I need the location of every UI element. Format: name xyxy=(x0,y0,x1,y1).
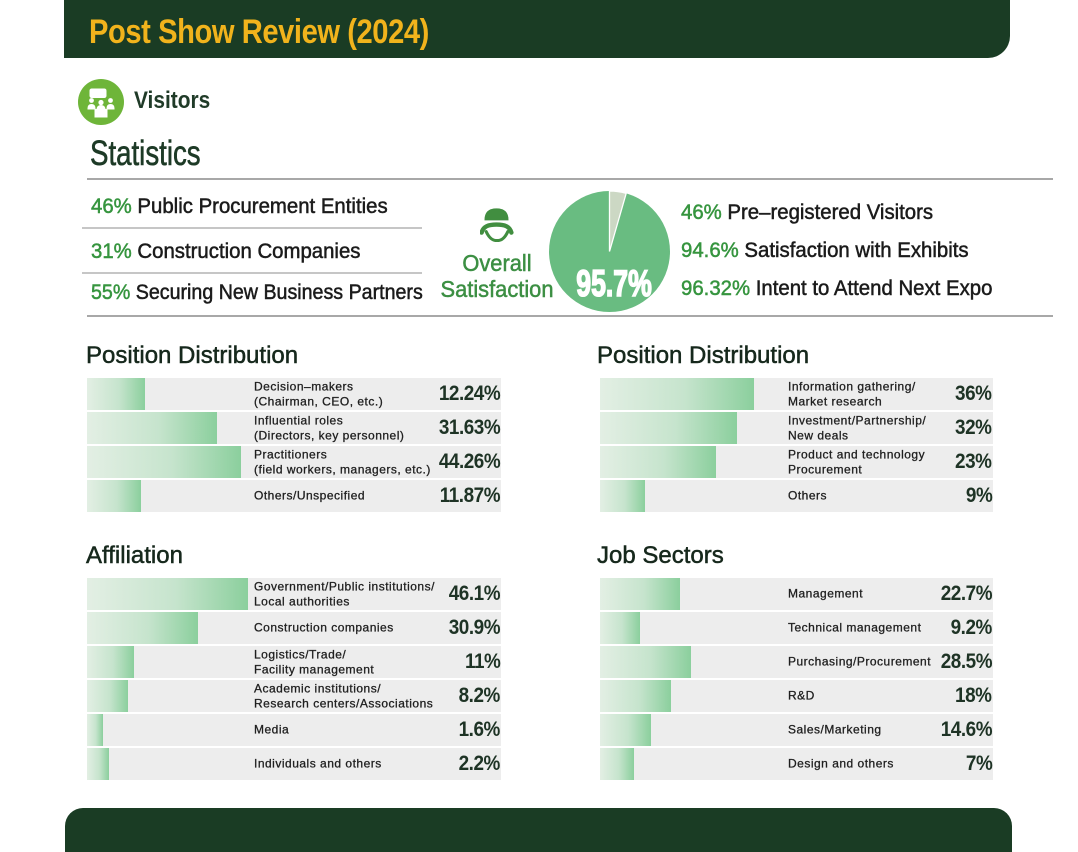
svg-text:95.7%: 95.7% xyxy=(576,263,651,304)
